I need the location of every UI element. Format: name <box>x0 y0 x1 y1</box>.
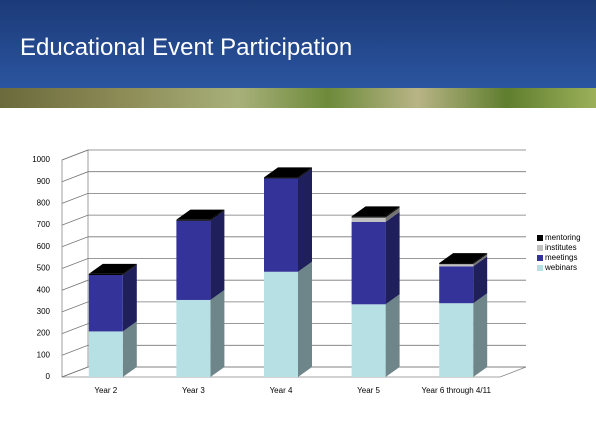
legend-label: webinars <box>544 263 577 272</box>
bar-segment <box>439 264 473 266</box>
y-tick-label: 500 <box>37 264 51 273</box>
bar-segment <box>176 220 210 221</box>
bar-segment <box>352 218 386 222</box>
bar-segment <box>352 222 386 304</box>
y-tick-label: 400 <box>37 285 51 294</box>
legend-label: institutes <box>545 243 577 252</box>
legend-label: meetings <box>545 253 577 262</box>
x-tick-label: Year 5 <box>357 386 380 395</box>
bar-segment <box>264 177 298 178</box>
bar-side <box>386 212 400 304</box>
bar-segment <box>439 263 473 264</box>
bar-segment <box>264 178 298 271</box>
bar-segment <box>89 331 123 377</box>
bar-segment <box>352 304 386 377</box>
x-tick-label: Year 4 <box>270 386 293 395</box>
bar-side <box>210 211 224 300</box>
bar-segment <box>176 221 210 300</box>
bar-segment <box>176 300 210 377</box>
y-tick-label: 300 <box>37 307 51 316</box>
bar-segment <box>264 272 298 377</box>
y-tick-label: 700 <box>37 220 51 229</box>
legend-label: mentoring <box>545 233 581 242</box>
bar-segment <box>352 216 386 217</box>
y-tick-label: 800 <box>37 199 51 208</box>
bar-segment <box>89 275 123 331</box>
bar-side <box>210 290 224 377</box>
chart: 0 100 200 300 400 500 600 700 800 900 1000 Year 2 Ye… <box>0 0 596 445</box>
bar-side <box>298 168 312 271</box>
legend-swatch <box>537 255 543 261</box>
slide: Educational Event Participation 01002003… <box>0 0 596 445</box>
bar-segment <box>89 274 123 275</box>
legend-swatch <box>537 265 543 271</box>
bar-segment <box>439 303 473 377</box>
x-tick-label: Year 6 through 4/11 <box>422 386 492 395</box>
x-tick-label: Year 3 <box>182 386 205 395</box>
bar-side <box>386 294 400 377</box>
x-tick-label: Year 2 <box>94 386 117 395</box>
bar-side <box>123 265 137 331</box>
bar-side <box>473 293 487 377</box>
y-tick-label: 600 <box>37 242 51 251</box>
y-tick-label: 900 <box>37 177 51 186</box>
y-tick-label: 0 <box>46 372 51 381</box>
legend-swatch <box>537 235 543 241</box>
y-tick-label: 200 <box>37 329 51 338</box>
bar-segment <box>439 266 473 303</box>
y-tick-label: 100 <box>37 350 51 359</box>
grid-line <box>62 150 526 160</box>
legend-swatch <box>537 245 543 251</box>
bar-side <box>298 262 312 377</box>
y-tick-label: 1000 <box>32 155 50 164</box>
